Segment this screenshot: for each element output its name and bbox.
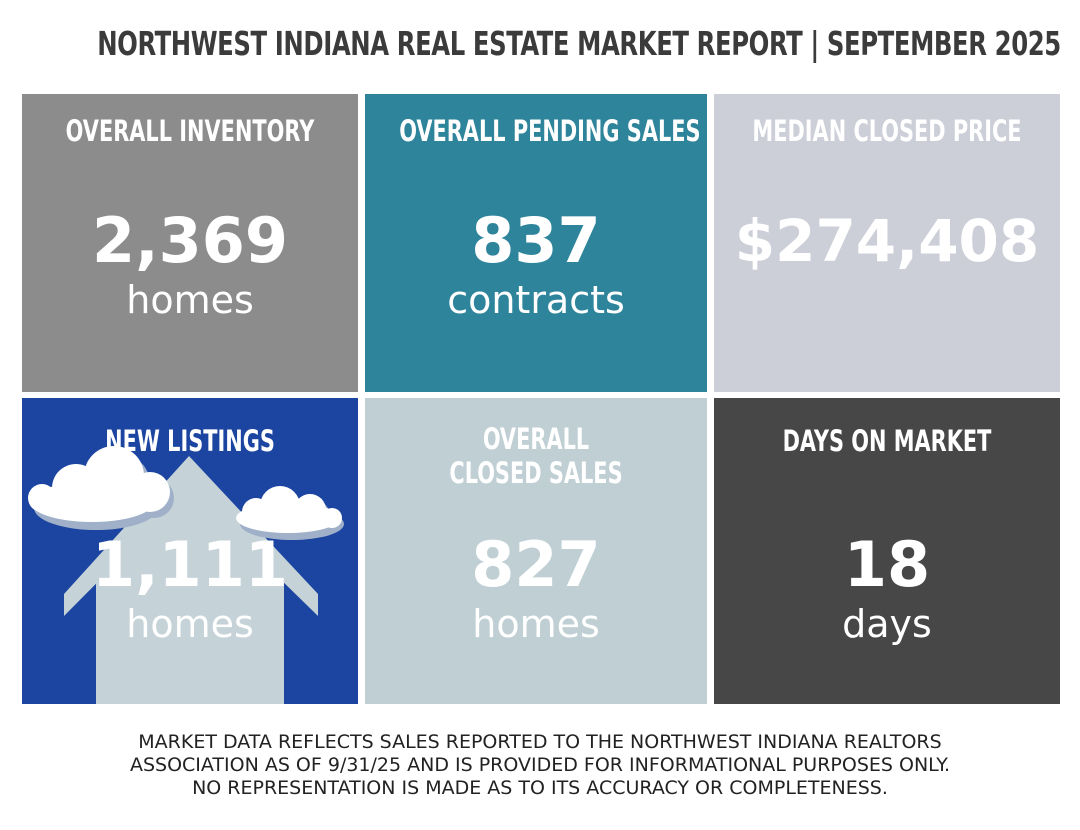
overall-pending-sales-tile: OVERALL PENDING SALES 837 contracts	[365, 94, 707, 392]
median-closed-price-value: $274,408	[734, 207, 1040, 275]
new-listings-value: 1,111	[91, 528, 289, 601]
disclaimer-line-2: ASSOCIATION AS OF 9/31/25 AND IS PROVIDE…	[129, 754, 951, 776]
overall-pending-sales-unit: contracts	[447, 278, 625, 322]
house-with-clouds-icon	[28, 446, 344, 704]
overall-closed-sales-tile: OVERALL CLOSED SALES 827 homes	[365, 398, 707, 704]
overall-closed-sales-unit: homes	[472, 602, 600, 646]
days-on-market-value: 18	[843, 528, 931, 601]
overall-closed-sales-heading-line2: CLOSED SALES	[449, 456, 623, 490]
days-on-market-heading: DAYS ON MARKET	[782, 424, 992, 458]
overall-pending-sales-heading: OVERALL PENDING SALES	[399, 114, 701, 148]
disclaimer-line-3: NO REPRESENTATION IS MADE AS TO ITS ACCU…	[192, 777, 888, 799]
overall-inventory-unit: homes	[126, 278, 254, 322]
days-on-market-tile: DAYS ON MARKET 18 days	[714, 398, 1060, 704]
new-listings-heading: NEW LISTINGS	[105, 424, 275, 458]
new-listings-unit: homes	[126, 602, 254, 646]
median-closed-price-heading: MEDIAN CLOSED PRICE	[752, 114, 1022, 148]
overall-pending-sales-value: 837	[471, 204, 601, 277]
disclaimer: MARKET DATA REFLECTS SALES REPORTED TO T…	[0, 731, 1080, 800]
overall-closed-sales-value: 827	[471, 528, 601, 601]
overall-inventory-heading: OVERALL INVENTORY	[65, 114, 315, 148]
days-on-market-unit: days	[842, 602, 932, 646]
overall-inventory-tile: OVERALL INVENTORY 2,369 homes	[22, 94, 358, 392]
median-closed-price-tile: MEDIAN CLOSED PRICE $274,408	[714, 94, 1060, 392]
report-title: NORTHWEST INDIANA REAL ESTATE MARKET REP…	[97, 24, 1061, 63]
overall-closed-sales-heading-line1: OVERALL	[482, 422, 590, 456]
disclaimer-line-1: MARKET DATA REFLECTS SALES REPORTED TO T…	[138, 731, 942, 753]
new-listings-tile: NEW LISTINGS 1,111 homes	[22, 398, 358, 704]
overall-inventory-value: 2,369	[91, 204, 289, 277]
